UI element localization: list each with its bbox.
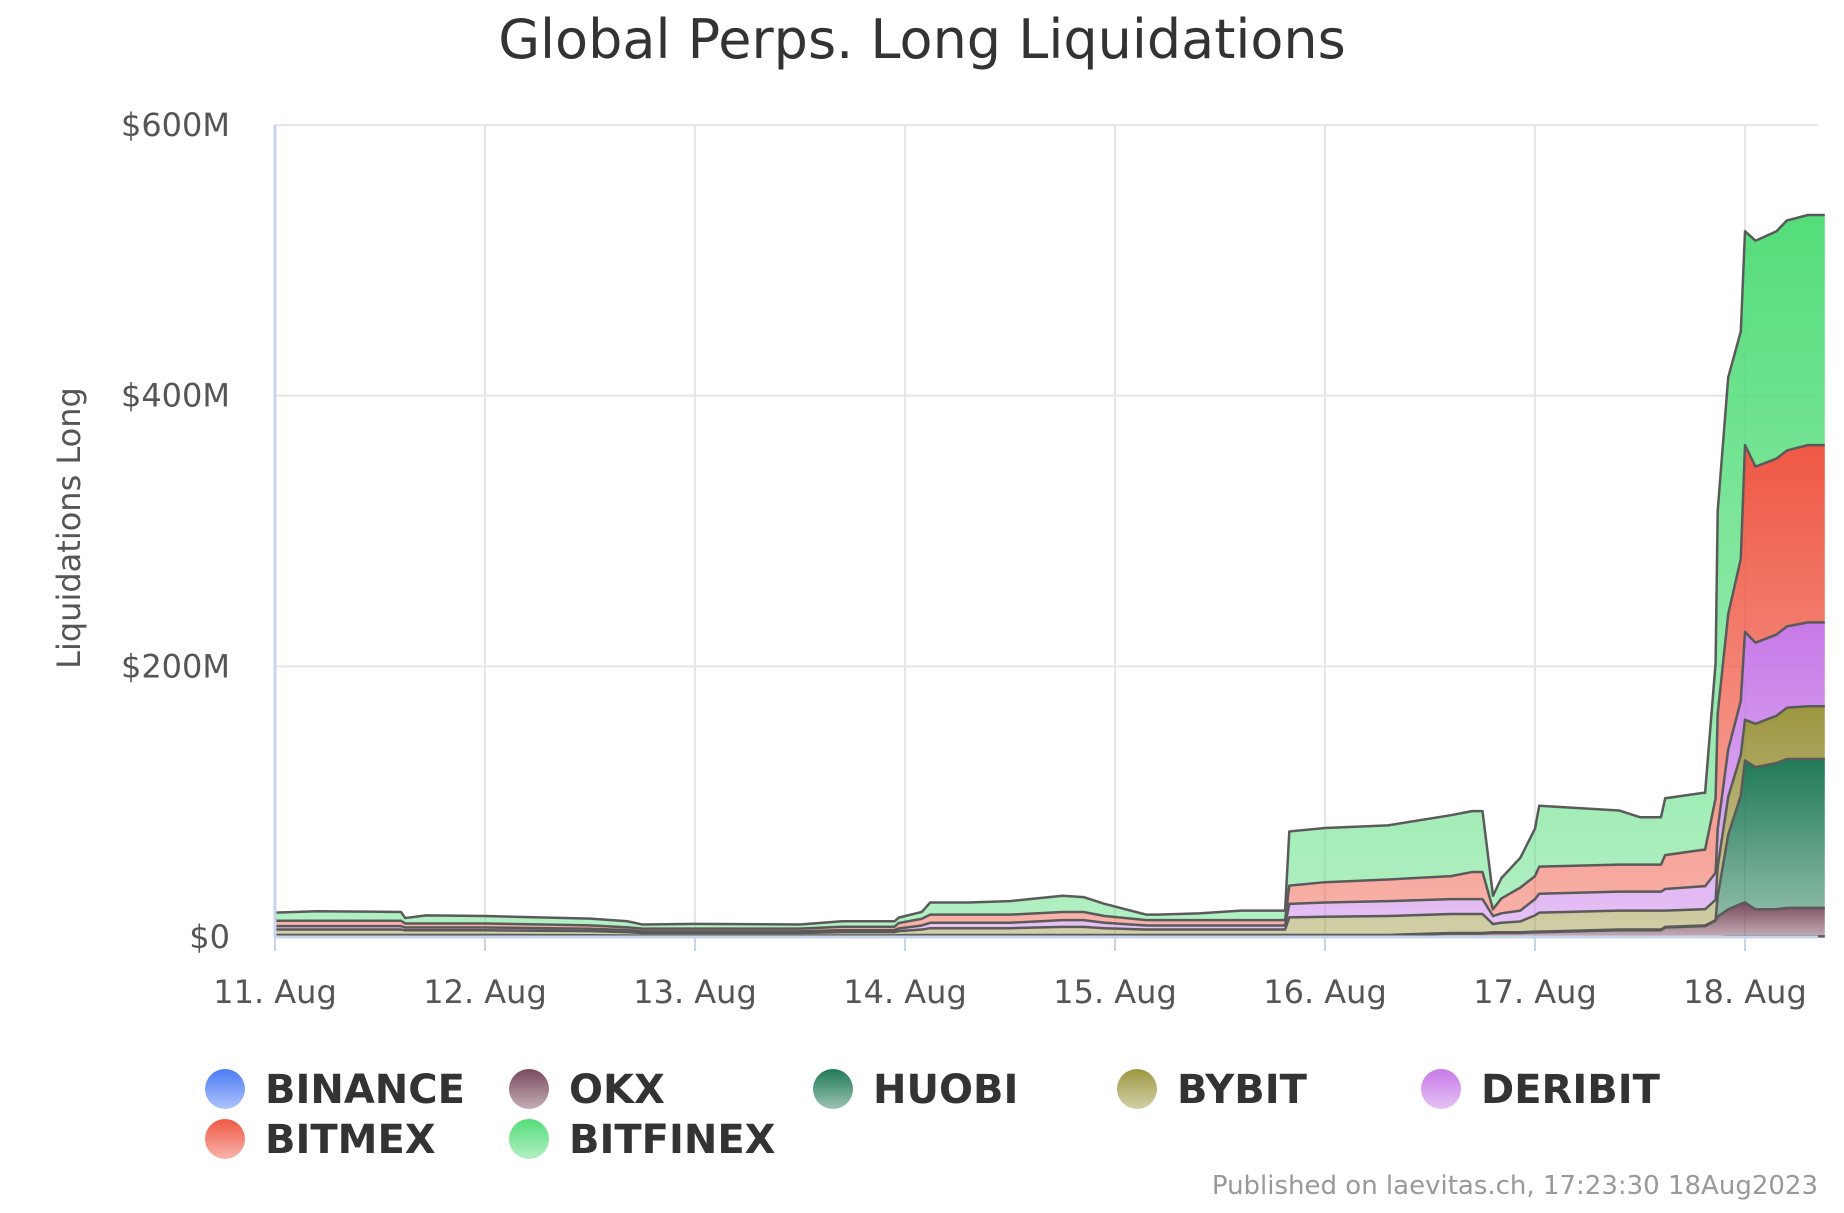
credits-text[interactable]: Published on laevitas.ch, 17:23:30 18Aug… [1212,1171,1818,1201]
legend-item-bitfinex[interactable]: BITFINEX [509,1117,776,1163]
chart-title: Global Perps. Long Liquidations [498,8,1346,71]
series-layer [274,213,1825,939]
legend-label: BINANCE [265,1067,465,1113]
legend-label: BYBIT [1177,1067,1308,1113]
x-tick-label: 11. Aug [213,973,337,1011]
x-tick-label: 15. Aug [1053,973,1177,1011]
area-bitmex[interactable] [275,902,1825,937]
line-huobi [275,621,1825,933]
legend-item-okx[interactable]: OKX [509,1067,665,1113]
legend-marker [1421,1069,1461,1109]
y-axis-title: Liquidations Long [50,387,88,669]
legend-label: BITMEX [265,1117,436,1163]
legend-item-binance[interactable]: BINANCE [205,1067,465,1113]
line-bybit [275,705,1825,935]
area-binance[interactable] [275,214,1825,929]
area-huobi[interactable] [275,622,1825,933]
legend-marker [1117,1069,1157,1109]
x-tick-label: 18. Aug [1683,973,1807,1011]
legend: BINANCE OKX HUOBI BYBIT DERIBIT BITMEX BITFINE… [205,1067,1661,1163]
y-tick-label: $0 [189,918,230,956]
line-binance [274,213,1825,926]
legend-marker [205,1119,245,1159]
legend-item-huobi[interactable]: HUOBI [813,1067,1018,1113]
y-tick-label: $400M [121,377,230,415]
legend-label: BITFINEX [569,1117,776,1163]
x-tick-label: 17. Aug [1473,973,1597,1011]
area-bybit[interactable] [275,706,1825,936]
legend-item-deribit[interactable]: DERIBIT [1421,1067,1661,1113]
legend-item-bybit[interactable]: BYBIT [1117,1067,1308,1113]
y-tick-label: $200M [121,647,230,685]
x-tick-label: 16. Aug [1263,973,1387,1011]
axis-layer: $0 $200M $400M $600M 11. Aug 12. Aug 13. Aug 14… [121,106,1818,1011]
legend-label: HUOBI [873,1067,1018,1113]
y-tick-label: $600M [121,106,230,144]
legend-label: OKX [569,1067,665,1113]
x-tick-label: 13. Aug [633,973,757,1011]
area-okx[interactable] [275,445,1825,932]
legend-marker [509,1119,549,1159]
legend-marker [813,1069,853,1109]
legend-marker [205,1069,245,1109]
legend-item-bitmex[interactable]: BITMEX [205,1117,436,1163]
legend-marker [509,1069,549,1109]
legend-label: DERIBIT [1481,1067,1661,1113]
x-tick-label: 12. Aug [423,973,547,1011]
x-tick-label: 14. Aug [843,973,967,1011]
line-okx [275,443,1825,930]
